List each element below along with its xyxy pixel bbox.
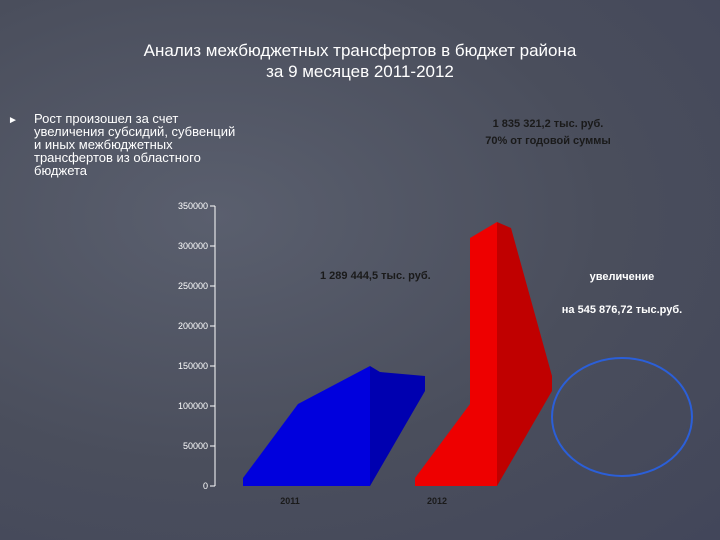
y-tick-label: 0 bbox=[203, 481, 208, 491]
y-tick-label: 150000 bbox=[178, 361, 208, 371]
x-category-label: 2011 bbox=[280, 496, 300, 506]
bullet-text: Рост произошел за счет увеличения субсид… bbox=[34, 111, 236, 178]
y-tick-label: 50000 bbox=[183, 441, 208, 451]
title-line-2: за 9 месяцев 2011-2012 bbox=[266, 62, 454, 81]
bar-2012-side bbox=[497, 222, 552, 486]
bar-2011 bbox=[243, 366, 370, 486]
bar-2012 bbox=[415, 222, 497, 486]
x-category-label: 2012 bbox=[427, 496, 447, 506]
bars bbox=[243, 222, 552, 486]
increase-label: увеличение bbox=[590, 271, 655, 283]
y-tick-label: 200000 bbox=[178, 321, 208, 331]
bar-2011-value-annotation: 1 289 444,5 тыс. руб. bbox=[320, 270, 431, 282]
y-tick-label: 100000 bbox=[178, 401, 208, 411]
bar-2011-side bbox=[370, 366, 425, 486]
y-tick-label: 250000 bbox=[178, 281, 208, 291]
y-tick-label: 300000 bbox=[178, 241, 208, 251]
highlight-ellipse bbox=[551, 357, 693, 477]
bar-2012-value-annotation: 1 835 321,2 тыс. руб. bbox=[493, 118, 604, 130]
slide-title: Анализ межбюджетных трансфертов в бюджет… bbox=[0, 40, 720, 82]
title-line-1: Анализ межбюджетных трансфертов в бюджет… bbox=[143, 41, 577, 60]
y-axis: 0 50000 100000 150000 200000 250000 300000 3500… bbox=[178, 201, 216, 491]
y-tick-label: 350000 bbox=[178, 201, 208, 211]
increase-amount-label: на 545 876,72 тыс.руб. bbox=[562, 304, 682, 316]
bar-2012-percent-annotation: 70% от годовой суммы bbox=[485, 135, 611, 147]
bullet-arrow-icon: ► bbox=[8, 115, 18, 126]
bullet-point: ► Рост произошел за счет увеличения субс… bbox=[8, 112, 258, 177]
category-labels: 2011 2012 bbox=[280, 496, 447, 506]
